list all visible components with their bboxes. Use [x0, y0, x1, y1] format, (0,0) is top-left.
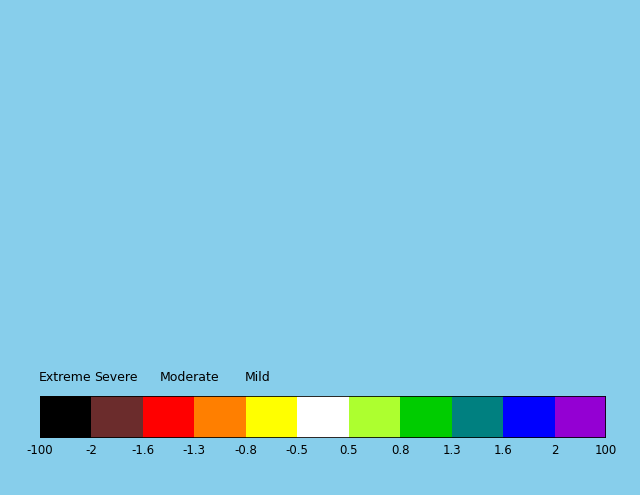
Bar: [555, 396, 606, 438]
Text: -0.5: -0.5: [285, 444, 308, 457]
Text: 0.5: 0.5: [339, 444, 358, 457]
Text: 0.8: 0.8: [391, 444, 410, 457]
Bar: [143, 396, 194, 438]
Bar: [91, 396, 143, 438]
Text: 1.3: 1.3: [442, 444, 461, 457]
Text: Severe: Severe: [94, 371, 138, 384]
Text: 2: 2: [551, 444, 558, 457]
Text: -0.8: -0.8: [234, 444, 257, 457]
Bar: [400, 396, 452, 438]
Text: Moderate: Moderate: [160, 371, 220, 384]
Bar: [349, 396, 400, 438]
Text: 100: 100: [595, 444, 617, 457]
Bar: [40, 396, 91, 438]
Text: 1.6: 1.6: [493, 444, 513, 457]
Text: -1.6: -1.6: [131, 444, 154, 457]
Text: Extreme: Extreme: [39, 371, 92, 384]
Bar: [194, 396, 246, 438]
Bar: [503, 396, 555, 438]
Bar: [297, 396, 349, 438]
Bar: [246, 396, 297, 438]
Text: -1.3: -1.3: [182, 444, 205, 457]
Text: -100: -100: [26, 444, 53, 457]
Bar: [452, 396, 503, 438]
Text: -2: -2: [85, 444, 97, 457]
Text: Mild: Mild: [245, 371, 271, 384]
